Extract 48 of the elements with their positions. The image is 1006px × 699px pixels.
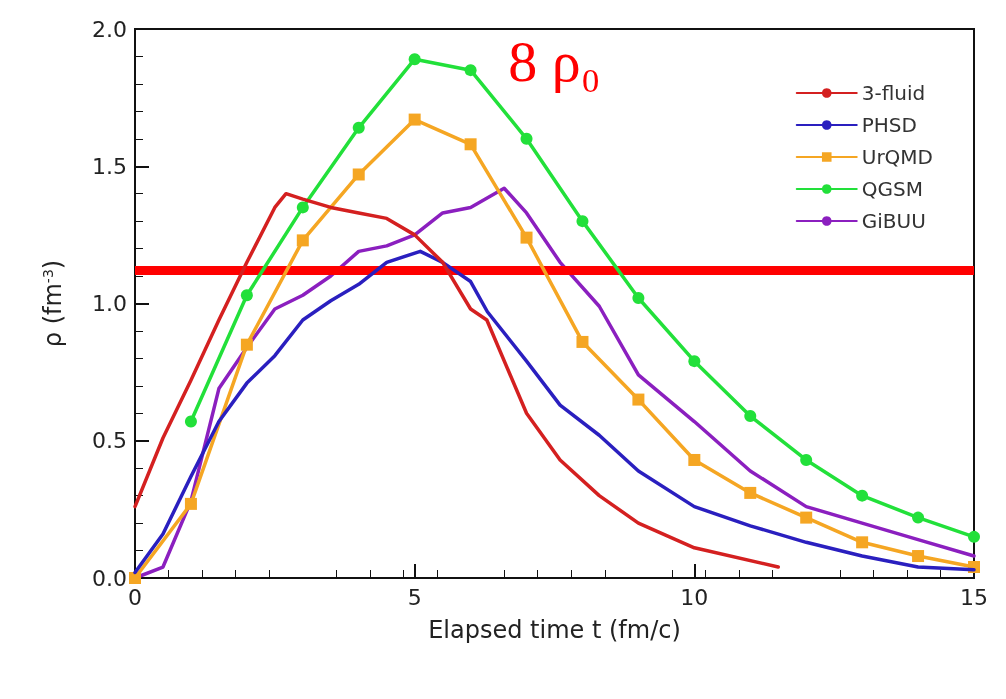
legend-label: PHSD bbox=[861, 113, 917, 137]
y-tick-label: 0.5 bbox=[92, 428, 127, 454]
point bbox=[632, 393, 645, 406]
point bbox=[184, 497, 197, 510]
legend-label: UrQMD bbox=[861, 145, 934, 169]
y-tick-label: 2.0 bbox=[92, 16, 127, 42]
legend-label: 3-fluid bbox=[861, 81, 926, 105]
point bbox=[576, 215, 589, 228]
point bbox=[688, 355, 701, 368]
point bbox=[800, 511, 813, 524]
ref-line-label: 8 ρ₀ bbox=[508, 29, 601, 95]
point bbox=[296, 201, 309, 214]
point bbox=[912, 550, 925, 563]
point bbox=[408, 53, 421, 66]
point bbox=[352, 168, 365, 181]
point bbox=[744, 410, 757, 423]
point bbox=[464, 138, 477, 151]
legend-label: QGSM bbox=[861, 177, 923, 201]
x-tick-label: 10 bbox=[680, 584, 709, 610]
point bbox=[800, 453, 813, 466]
point bbox=[184, 415, 197, 428]
y-tick-label: 1.0 bbox=[92, 291, 127, 316]
point bbox=[632, 292, 645, 305]
x-tick-label: 15 bbox=[960, 584, 988, 610]
point bbox=[352, 121, 365, 134]
point bbox=[240, 338, 253, 351]
point bbox=[856, 489, 869, 502]
point bbox=[408, 113, 421, 126]
point bbox=[240, 289, 253, 302]
point bbox=[129, 572, 141, 584]
point bbox=[968, 530, 980, 543]
point bbox=[520, 231, 533, 244]
x-axis-title: Elapsed time t (fm/c) bbox=[428, 616, 681, 644]
point bbox=[296, 234, 309, 247]
y-tick-label: 1.5 bbox=[92, 153, 127, 179]
point bbox=[576, 335, 589, 348]
legend-label: GiBUU bbox=[861, 209, 926, 233]
point bbox=[464, 64, 477, 77]
point bbox=[912, 511, 925, 524]
point bbox=[688, 453, 701, 466]
point bbox=[744, 486, 757, 499]
point bbox=[856, 536, 869, 549]
x-tick-label: 0 bbox=[128, 584, 142, 610]
x-tick-label: 5 bbox=[407, 584, 422, 610]
y-tick-label: 0.0 bbox=[92, 565, 127, 591]
y-axis-title: ρ (fm-3) bbox=[39, 259, 67, 348]
line-series bbox=[133, 191, 780, 569]
point bbox=[520, 132, 533, 145]
